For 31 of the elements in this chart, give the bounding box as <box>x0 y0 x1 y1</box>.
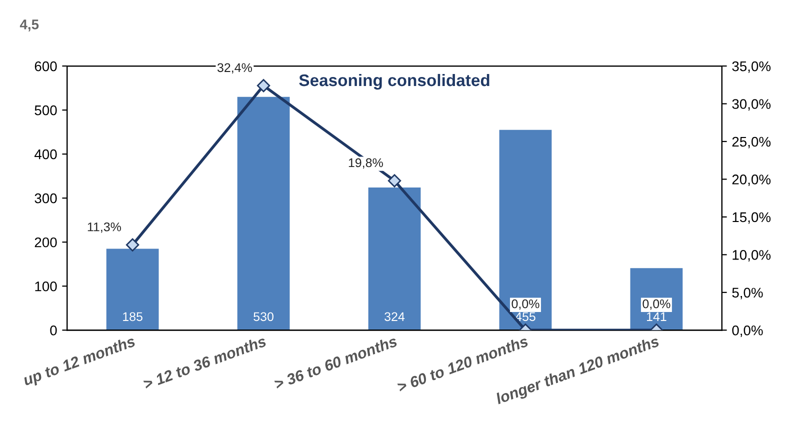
data-label: 11,3% <box>88 222 121 233</box>
y2-tick-label: 20,0% <box>732 174 771 186</box>
y2-tick-label: 5,0% <box>732 288 763 300</box>
data-label: 141 <box>646 312 666 321</box>
bar <box>368 188 421 330</box>
data-label: 324 <box>384 312 405 322</box>
y2-tick-label: 25,0% <box>732 136 771 148</box>
bar <box>499 130 552 330</box>
y-tick-label: 500 <box>34 105 57 116</box>
y-tick-label: 100 <box>35 281 57 292</box>
chart-title: Seasoning consolidated <box>299 74 490 90</box>
y-tick-label: 600 <box>34 61 57 72</box>
y2-tick-label: 35,0% <box>732 61 771 73</box>
data-label: 0,0% <box>512 299 540 310</box>
data-label: 455 <box>515 312 536 322</box>
y-tick-label: 400 <box>34 149 57 160</box>
data-label: 19,8% <box>348 158 383 169</box>
text: 4,5 <box>20 20 39 32</box>
y2-tick-label: 0,0% <box>732 325 763 337</box>
y-tick-label: 300 <box>34 193 57 204</box>
y2-tick-label: 15,0% <box>732 212 771 224</box>
y-tick-label: 0 <box>50 325 57 336</box>
data-label: 530 <box>254 312 274 322</box>
bar <box>237 96 290 330</box>
data-label: 32,4% <box>217 63 252 74</box>
y2-tick-label: 10,0% <box>732 250 771 262</box>
bar <box>106 248 159 330</box>
data-label: 0,0% <box>642 299 670 310</box>
y2-tick-label: 30,0% <box>732 99 771 111</box>
data-label: 185 <box>123 312 142 322</box>
y-tick-label: 200 <box>34 237 57 248</box>
